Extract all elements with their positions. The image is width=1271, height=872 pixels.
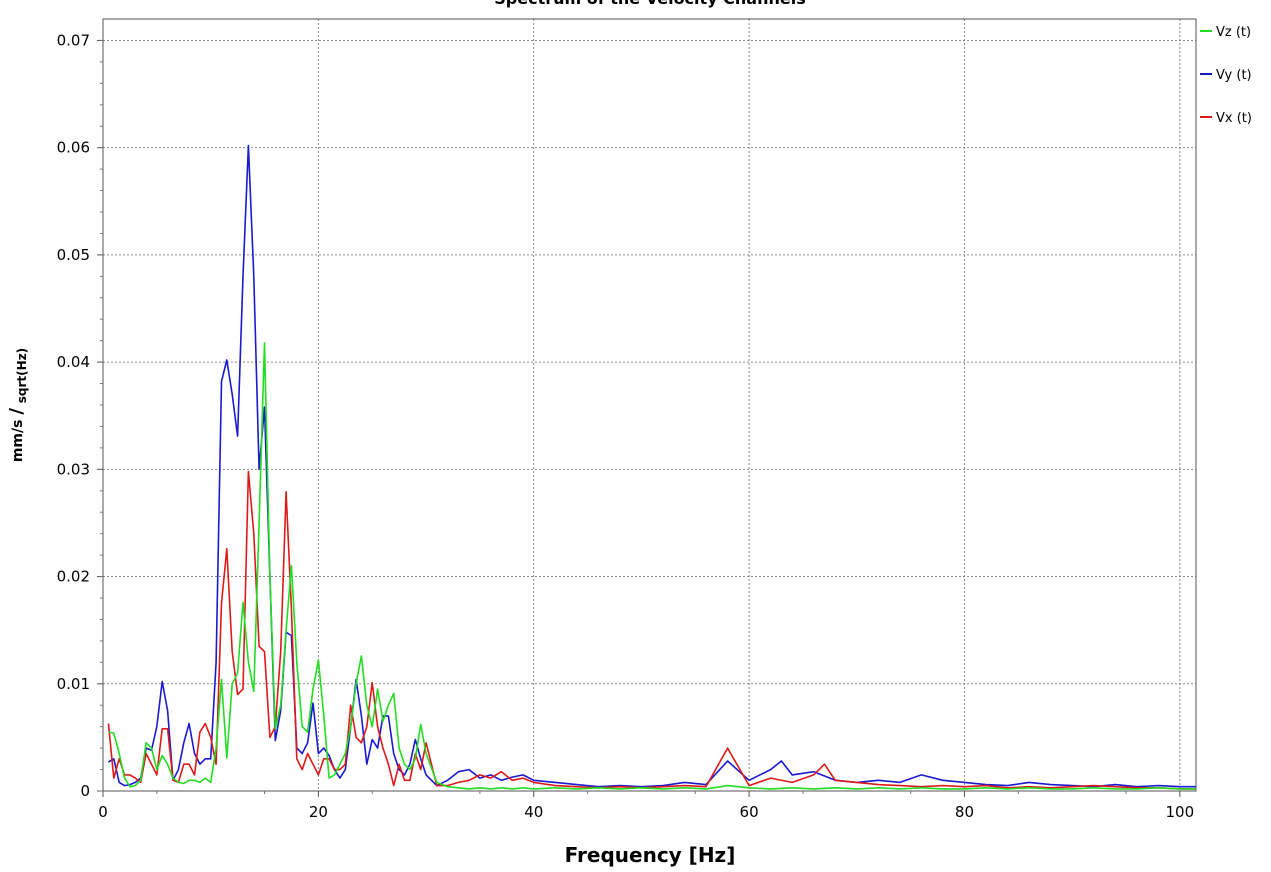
x-tick-label: 60 [740, 803, 759, 821]
x-tick-label: 20 [309, 803, 328, 821]
y-tick-label: 0 [80, 782, 90, 800]
grid [102, 19, 1196, 792]
x-tick-label: 40 [524, 803, 543, 821]
legend-label: Vy (t) [1216, 68, 1252, 83]
axis-ticks: 0 20 40 60 80 100 0 0.01 0.02 0.03 0.04 0.05 0.06 0.0… [57, 31, 1195, 821]
svg-text:mm/s / sqrt(Hz): mm/s / sqrt(Hz) [6, 348, 29, 462]
series [107, 144, 1196, 790]
x-axis-label: Frequency [Hz] [565, 843, 736, 867]
x-tick-label: 80 [955, 803, 974, 821]
chart-title: Spectrum of the Velocity Channels [494, 0, 806, 8]
y-axis-label-divider: / [6, 408, 27, 415]
y-tick-label: 0.01 [57, 675, 90, 693]
series-line-vx-t [107, 470, 1196, 790]
series-line-vy-t [107, 144, 1196, 788]
x-tick-label: 100 [1166, 803, 1195, 821]
y-tick-label: 0.06 [57, 139, 90, 157]
legend-label: Vx (t) [1216, 111, 1252, 126]
x-tick-label: 0 [98, 803, 108, 821]
y-tick-label: 0.05 [57, 246, 90, 264]
y-axis-label-numerator: mm/s [10, 420, 26, 463]
legend: Vz (t) Vy (t) Vx (t) [1200, 25, 1252, 126]
y-tick-label: 0.07 [57, 31, 90, 49]
y-tick-label: 0.04 [57, 353, 90, 371]
plot-area-frame [102, 18, 1197, 792]
y-axis-label: mm/s / sqrt(Hz) [6, 348, 29, 462]
legend-label: Vz (t) [1216, 25, 1251, 40]
y-tick-label: 0.03 [57, 460, 90, 478]
y-tick-label: 0.02 [57, 568, 90, 586]
series-line-vz-t [108, 341, 1196, 790]
y-axis-label-denominator: sqrt(Hz) [15, 348, 29, 403]
